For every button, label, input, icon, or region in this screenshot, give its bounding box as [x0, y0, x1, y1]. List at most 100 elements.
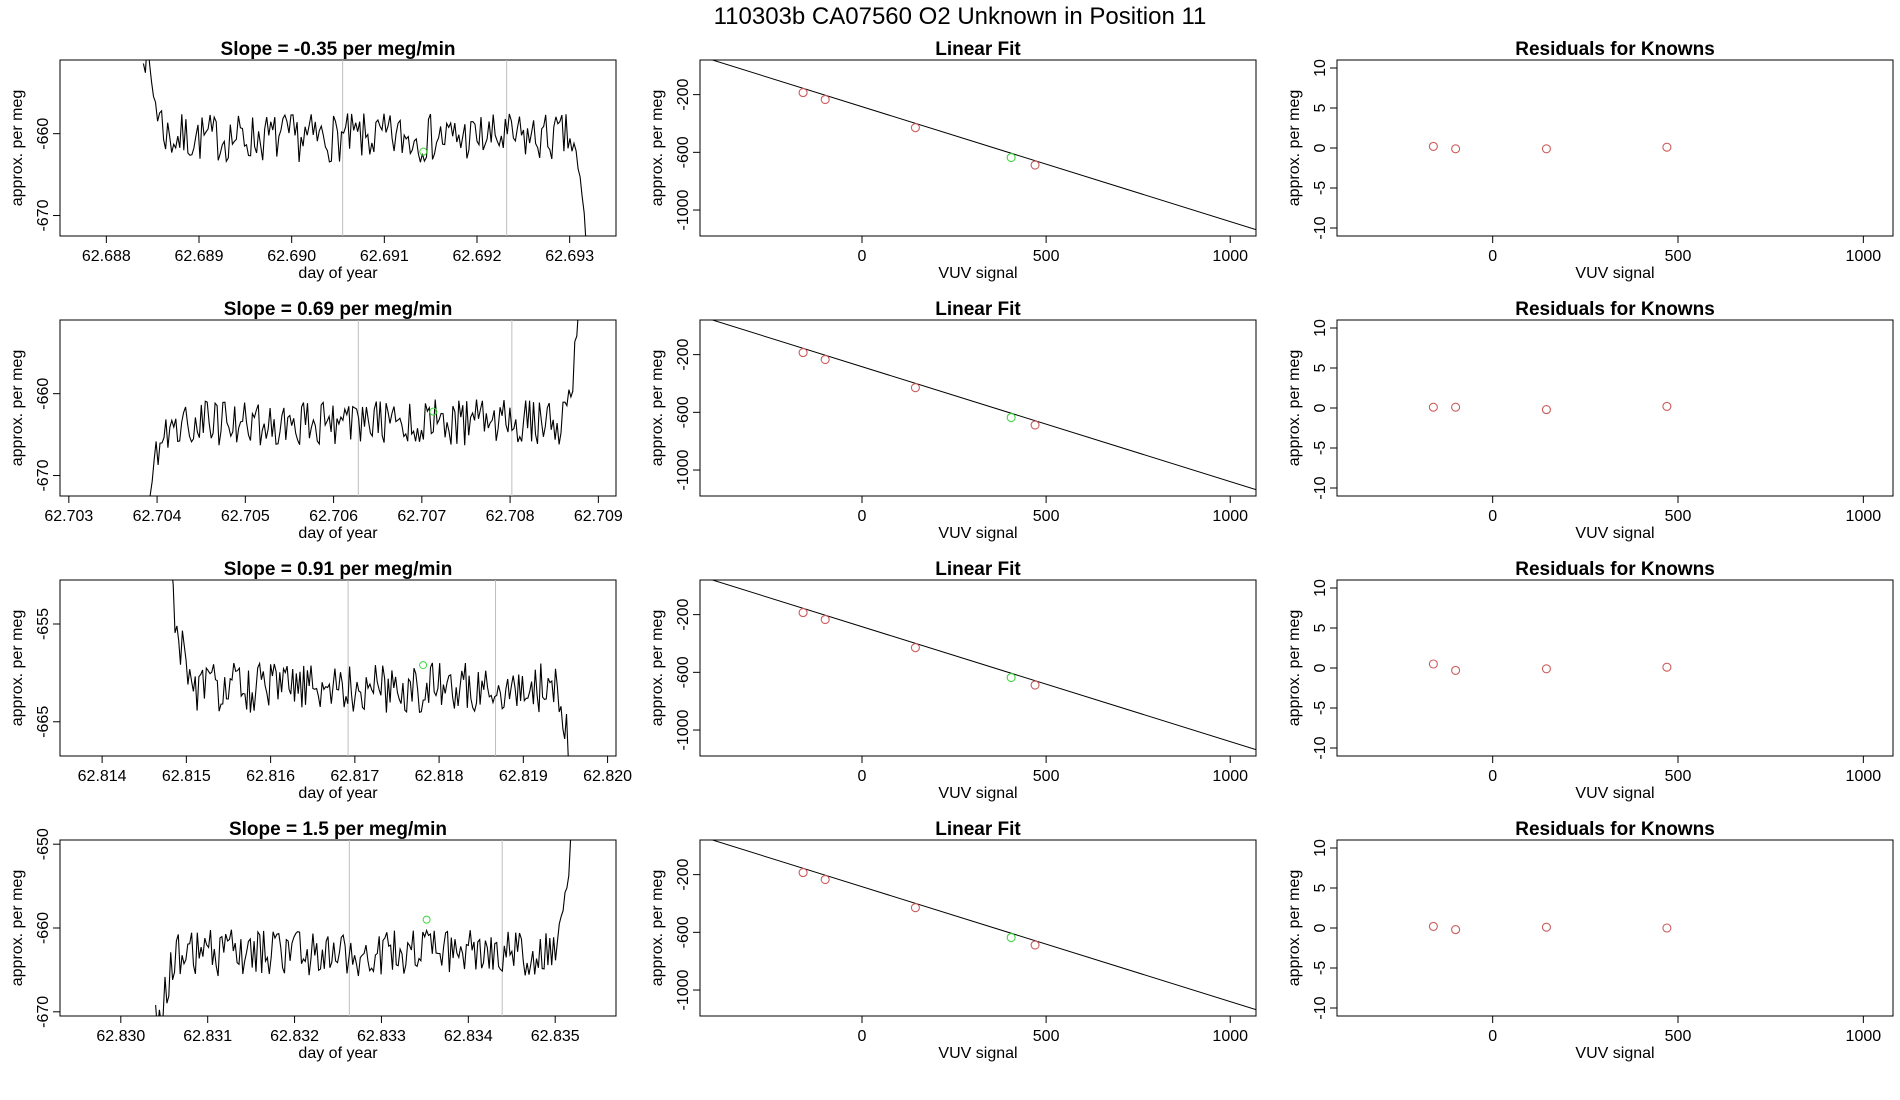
- y-tick-label: 10: [1312, 319, 1329, 337]
- known-point: [798, 608, 808, 618]
- x-tick-label: 500: [1665, 248, 1692, 265]
- y-tick-label: -665: [35, 706, 52, 738]
- panel-timeseries-row-2: Slope = 0.69 per meg/min 62.703 62.704 62.7…: [9, 299, 623, 542]
- known-point: [1030, 680, 1040, 690]
- x-tick-label: 62.818: [415, 768, 464, 785]
- plot-area: [172, 580, 569, 756]
- residual-point: [1662, 401, 1672, 411]
- y-tick-label: 0: [1312, 923, 1329, 932]
- known-point: [798, 88, 808, 98]
- y-tick-label: -670: [35, 459, 52, 491]
- y-tick-label: -600: [675, 656, 692, 688]
- y-tick-label: -10: [1312, 476, 1329, 499]
- x-tick-label: 500: [1033, 508, 1060, 525]
- fit-line: [710, 60, 1256, 231]
- known-point: [798, 348, 808, 358]
- known-point: [820, 94, 830, 105]
- x-tick-label: 62.693: [545, 248, 594, 265]
- y-axis-label: approx. per meg: [9, 610, 26, 727]
- x-tick-label: 1000: [1846, 768, 1882, 785]
- unknown-point: [419, 147, 428, 156]
- x-axis-label: VUV signal: [938, 1045, 1017, 1062]
- x-tick-label: 62.690: [267, 248, 316, 265]
- known-point: [910, 903, 920, 913]
- x-tick-label: 62.703: [44, 508, 93, 525]
- x-axis-label: day of year: [298, 1045, 378, 1062]
- x-tick-label: 62.817: [330, 768, 379, 785]
- known-point: [820, 354, 830, 365]
- panel-fit-row-2: Linear Fit 0 500 1000 -200 -600 -1000 VUV signa…: [649, 299, 1257, 542]
- plot-frame: [59, 59, 617, 237]
- y-tick-label: -5: [1312, 181, 1329, 195]
- y-axis-label: approx. per meg: [649, 870, 666, 987]
- y-tick-label: -670: [35, 199, 52, 231]
- residual-point: [1541, 922, 1551, 932]
- plot-area: [1428, 921, 1672, 935]
- panel-title: Residuals for Knowns: [1515, 299, 1715, 320]
- plot-area: [710, 840, 1256, 1011]
- y-tick-label: -10: [1312, 736, 1329, 759]
- plot-frame: [59, 579, 617, 757]
- plot-area: [710, 320, 1256, 491]
- known-point: [910, 383, 920, 393]
- signal-trace: [172, 580, 569, 756]
- plot-area: [142, 60, 588, 236]
- plot-area: [1428, 659, 1672, 675]
- x-tick-label: 62.688: [82, 248, 131, 265]
- x-tick-label: 62.831: [183, 1028, 232, 1045]
- panel-title: Linear Fit: [935, 39, 1021, 60]
- panel-fit-row-3: Linear Fit 0 500 1000 -200 -600 -1000 VUV signa…: [649, 559, 1257, 802]
- x-tick-label: 62.830: [96, 1028, 145, 1045]
- x-axis-label: VUV signal: [938, 265, 1017, 282]
- x-tick-label: 62.833: [357, 1028, 406, 1045]
- x-tick-label: 0: [858, 508, 867, 525]
- signal-trace: [149, 320, 579, 496]
- x-axis-label: VUV signal: [1575, 265, 1654, 282]
- x-tick-label: 1000: [1212, 768, 1248, 785]
- panel-title: Slope = 0.69 per meg/min: [224, 299, 453, 320]
- panel-title: Slope = 1.5 per meg/min: [229, 819, 447, 840]
- known-point: [820, 614, 830, 625]
- unknown-point: [419, 661, 428, 670]
- y-axis-label: approx. per meg: [649, 610, 666, 727]
- y-tick-label: -660: [35, 118, 52, 150]
- y-axis-label: approx. per meg: [9, 870, 26, 987]
- plot-area: [149, 320, 579, 496]
- y-tick-label: 10: [1312, 59, 1329, 77]
- y-tick-label: -200: [675, 599, 692, 631]
- x-tick-label: 62.819: [499, 768, 548, 785]
- y-tick-label: -660: [35, 378, 52, 410]
- panel-title: Linear Fit: [935, 559, 1021, 580]
- residual-point: [1428, 921, 1438, 931]
- y-tick-label: 0: [1312, 403, 1329, 412]
- x-tick-label: 1000: [1212, 508, 1248, 525]
- y-tick-label: 0: [1312, 663, 1329, 672]
- x-tick-label: 62.707: [397, 508, 446, 525]
- x-tick-label: 500: [1665, 1028, 1692, 1045]
- x-tick-label: 62.815: [162, 768, 211, 785]
- x-tick-label: 62.832: [270, 1028, 319, 1045]
- x-tick-label: 62.816: [246, 768, 295, 785]
- y-axis-label: approx. per meg: [649, 90, 666, 207]
- panel-timeseries-row-3: Slope = 0.91 per meg/min 62.814 62.815 62.8…: [9, 559, 632, 802]
- x-tick-label: 62.814: [78, 768, 127, 785]
- fit-line: [710, 580, 1256, 751]
- y-axis-label: approx. per meg: [649, 350, 666, 467]
- plot-frame: [699, 839, 1257, 1017]
- y-tick-label: -1000: [675, 449, 692, 490]
- panel-title: Linear Fit: [935, 299, 1021, 320]
- known-point: [910, 123, 920, 133]
- y-tick-label: 5: [1312, 103, 1329, 112]
- unknown-point: [1006, 932, 1016, 943]
- panel-title: Linear Fit: [935, 819, 1021, 840]
- plot-area: [710, 60, 1256, 231]
- y-tick-label: -600: [675, 916, 692, 948]
- plot-frame: [59, 319, 617, 497]
- known-point: [910, 643, 920, 653]
- panel-title: Slope = -0.35 per meg/min: [221, 39, 456, 60]
- residual-point: [1662, 662, 1672, 672]
- x-tick-label: 500: [1665, 768, 1692, 785]
- fit-line: [710, 320, 1256, 491]
- y-axis-label: approx. per meg: [9, 350, 26, 467]
